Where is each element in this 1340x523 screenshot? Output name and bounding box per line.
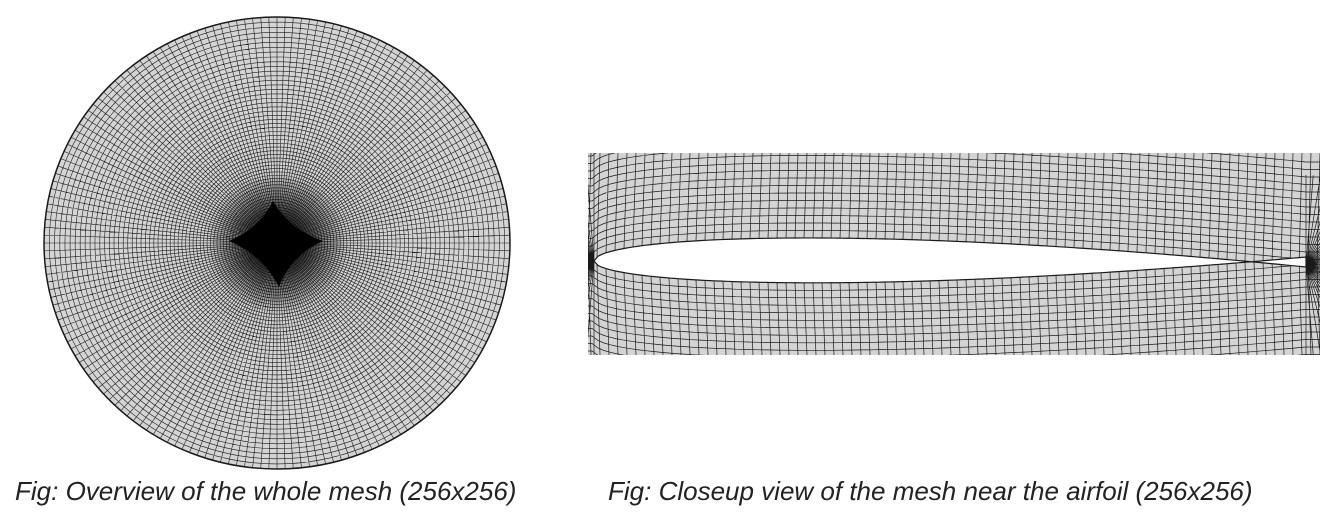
closeup-caption: Fig: Closeup view of the mesh near the a… bbox=[608, 476, 1253, 506]
closeup-grid-lines bbox=[588, 153, 1320, 355]
airfoil-shape bbox=[593, 237, 1307, 284]
mesh-boundary bbox=[43, 16, 511, 470]
mesh-core-diamond bbox=[229, 201, 323, 287]
mesh-dense-core bbox=[207, 173, 347, 313]
closeup-mesh-diagram bbox=[588, 153, 1320, 355]
overview-caption: Fig: Overview of the whole mesh (256x256… bbox=[15, 476, 517, 506]
overview-mesh-diagram bbox=[43, 16, 511, 470]
closeup-mesh-line-set bbox=[588, 153, 1320, 355]
